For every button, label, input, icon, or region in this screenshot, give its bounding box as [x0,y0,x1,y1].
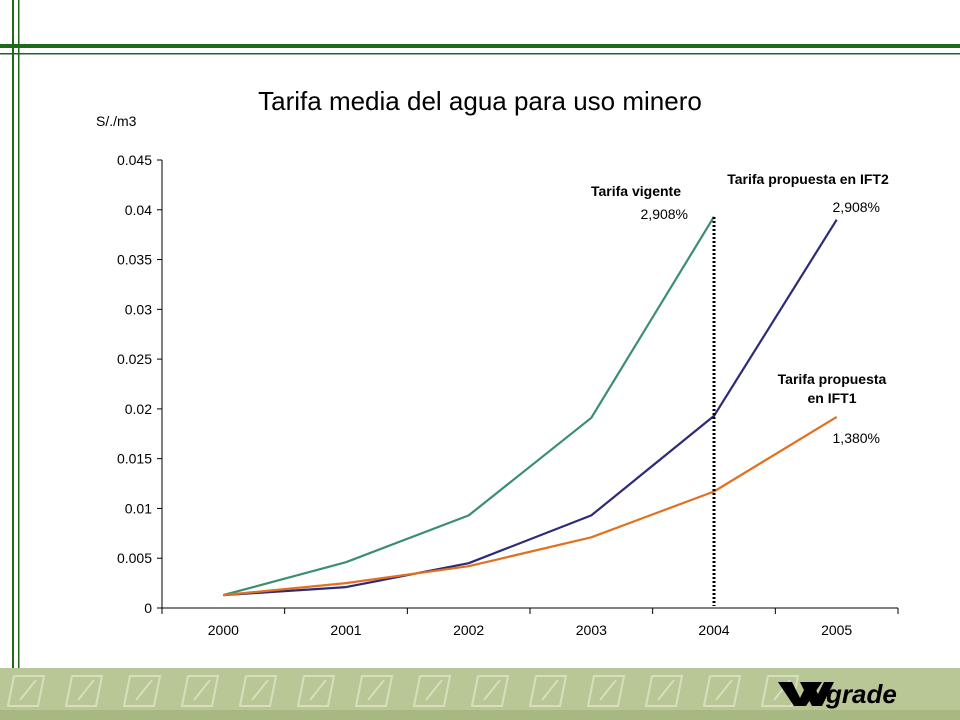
footer-pattern-shape [586,675,626,707]
footer-pattern-stroke [367,679,385,701]
footer-pattern-shape [470,675,510,707]
footer-pattern-shape [296,675,336,707]
y-tick-label: 0.01 [125,500,152,516]
series-group [223,216,838,597]
footer-pattern-shape [122,675,162,707]
footer-pattern-shape [6,675,46,707]
footer-pattern-stroke [135,679,153,701]
y-tick-label: 0.005 [117,550,152,566]
annotation-ift1-rate: 1,380% [833,430,880,446]
x-tick-label-2003: 2003 [576,622,607,638]
footer-pattern-stroke [19,679,37,701]
frame-left-rule-thin [18,0,20,720]
footer-bottom-strip [0,710,960,720]
frame-left-rule [12,0,14,720]
y-tick-label: 0 [144,600,152,616]
footer-pattern-shape [180,675,220,707]
y-tick-label: 0.025 [117,351,152,367]
grade-logo: grade [778,679,897,709]
chart-title: Tarifa media del agua para uso minero [258,86,702,116]
footer-band [0,668,960,720]
x-ticks: 2000 2001 2002 2003 2004 2005 [161,608,899,638]
footer-pattern-shape [702,675,742,707]
series-line-1 [223,216,715,597]
y-tick-label: 0.04 [125,202,152,218]
footer-pattern-stroke [657,679,675,701]
footer-pattern-stroke [599,679,617,701]
footer-pattern-stroke [483,679,501,701]
y-tick-label: 0.045 [117,152,152,168]
annotation-vigente-rate: 2,908% [641,206,688,222]
x-tick-label-2002: 2002 [453,622,484,638]
y-tick-label: 0.035 [117,252,152,268]
annotation-ift1-title-line1: Tarifa propuesta [778,371,887,387]
frame-top-rule-thin [0,53,960,55]
y-axis-unit-label: S/./m3 [96,113,137,129]
frame-top-rule [0,44,960,48]
y-tick-label: 0.02 [125,401,152,417]
footer-pattern [6,675,800,707]
annotation-vigente-title: Tarifa vigente [591,183,681,199]
footer-pattern-shape [64,675,104,707]
footer-pattern-shape [412,675,452,707]
logo-mark-right [800,682,834,706]
footer-pattern-stroke [77,679,95,701]
x-tick-label-2004: 2004 [698,622,729,638]
footer-pattern-stroke [425,679,443,701]
footer-pattern-stroke [541,679,559,701]
annotation-ift2-title: Tarifa propuesta en IFT2 [727,171,889,187]
footer-pattern-shape [238,675,278,707]
annotation-ift1-title-line2: en IFT1 [807,390,856,406]
footer-pattern-shape [354,675,394,707]
annotation-ift2-rate: 2,908% [833,199,880,215]
y-tick-label: 0.015 [117,451,152,467]
x-tick-label-2001: 2001 [330,622,361,638]
footer-pattern-stroke [193,679,211,701]
logo-text: grade [825,679,897,709]
footer-pattern-shape [528,675,568,707]
y-ticks: 0 0.005 0.01 0.015 0.02 0.025 0.03 0.035 0.04 0.0… [117,152,162,616]
footer-pattern-stroke [251,679,269,701]
footer-pattern-stroke [715,679,733,701]
y-tick-label: 0.03 [125,301,152,317]
footer-pattern-stroke [309,679,327,701]
series-line-3 [223,415,838,597]
footer-pattern-shape [760,675,800,707]
footer-pattern-shape [644,675,684,707]
x-tick-label-2005: 2005 [821,622,852,638]
x-tick-label-2000: 2000 [208,622,239,638]
series-line-2 [223,219,838,597]
